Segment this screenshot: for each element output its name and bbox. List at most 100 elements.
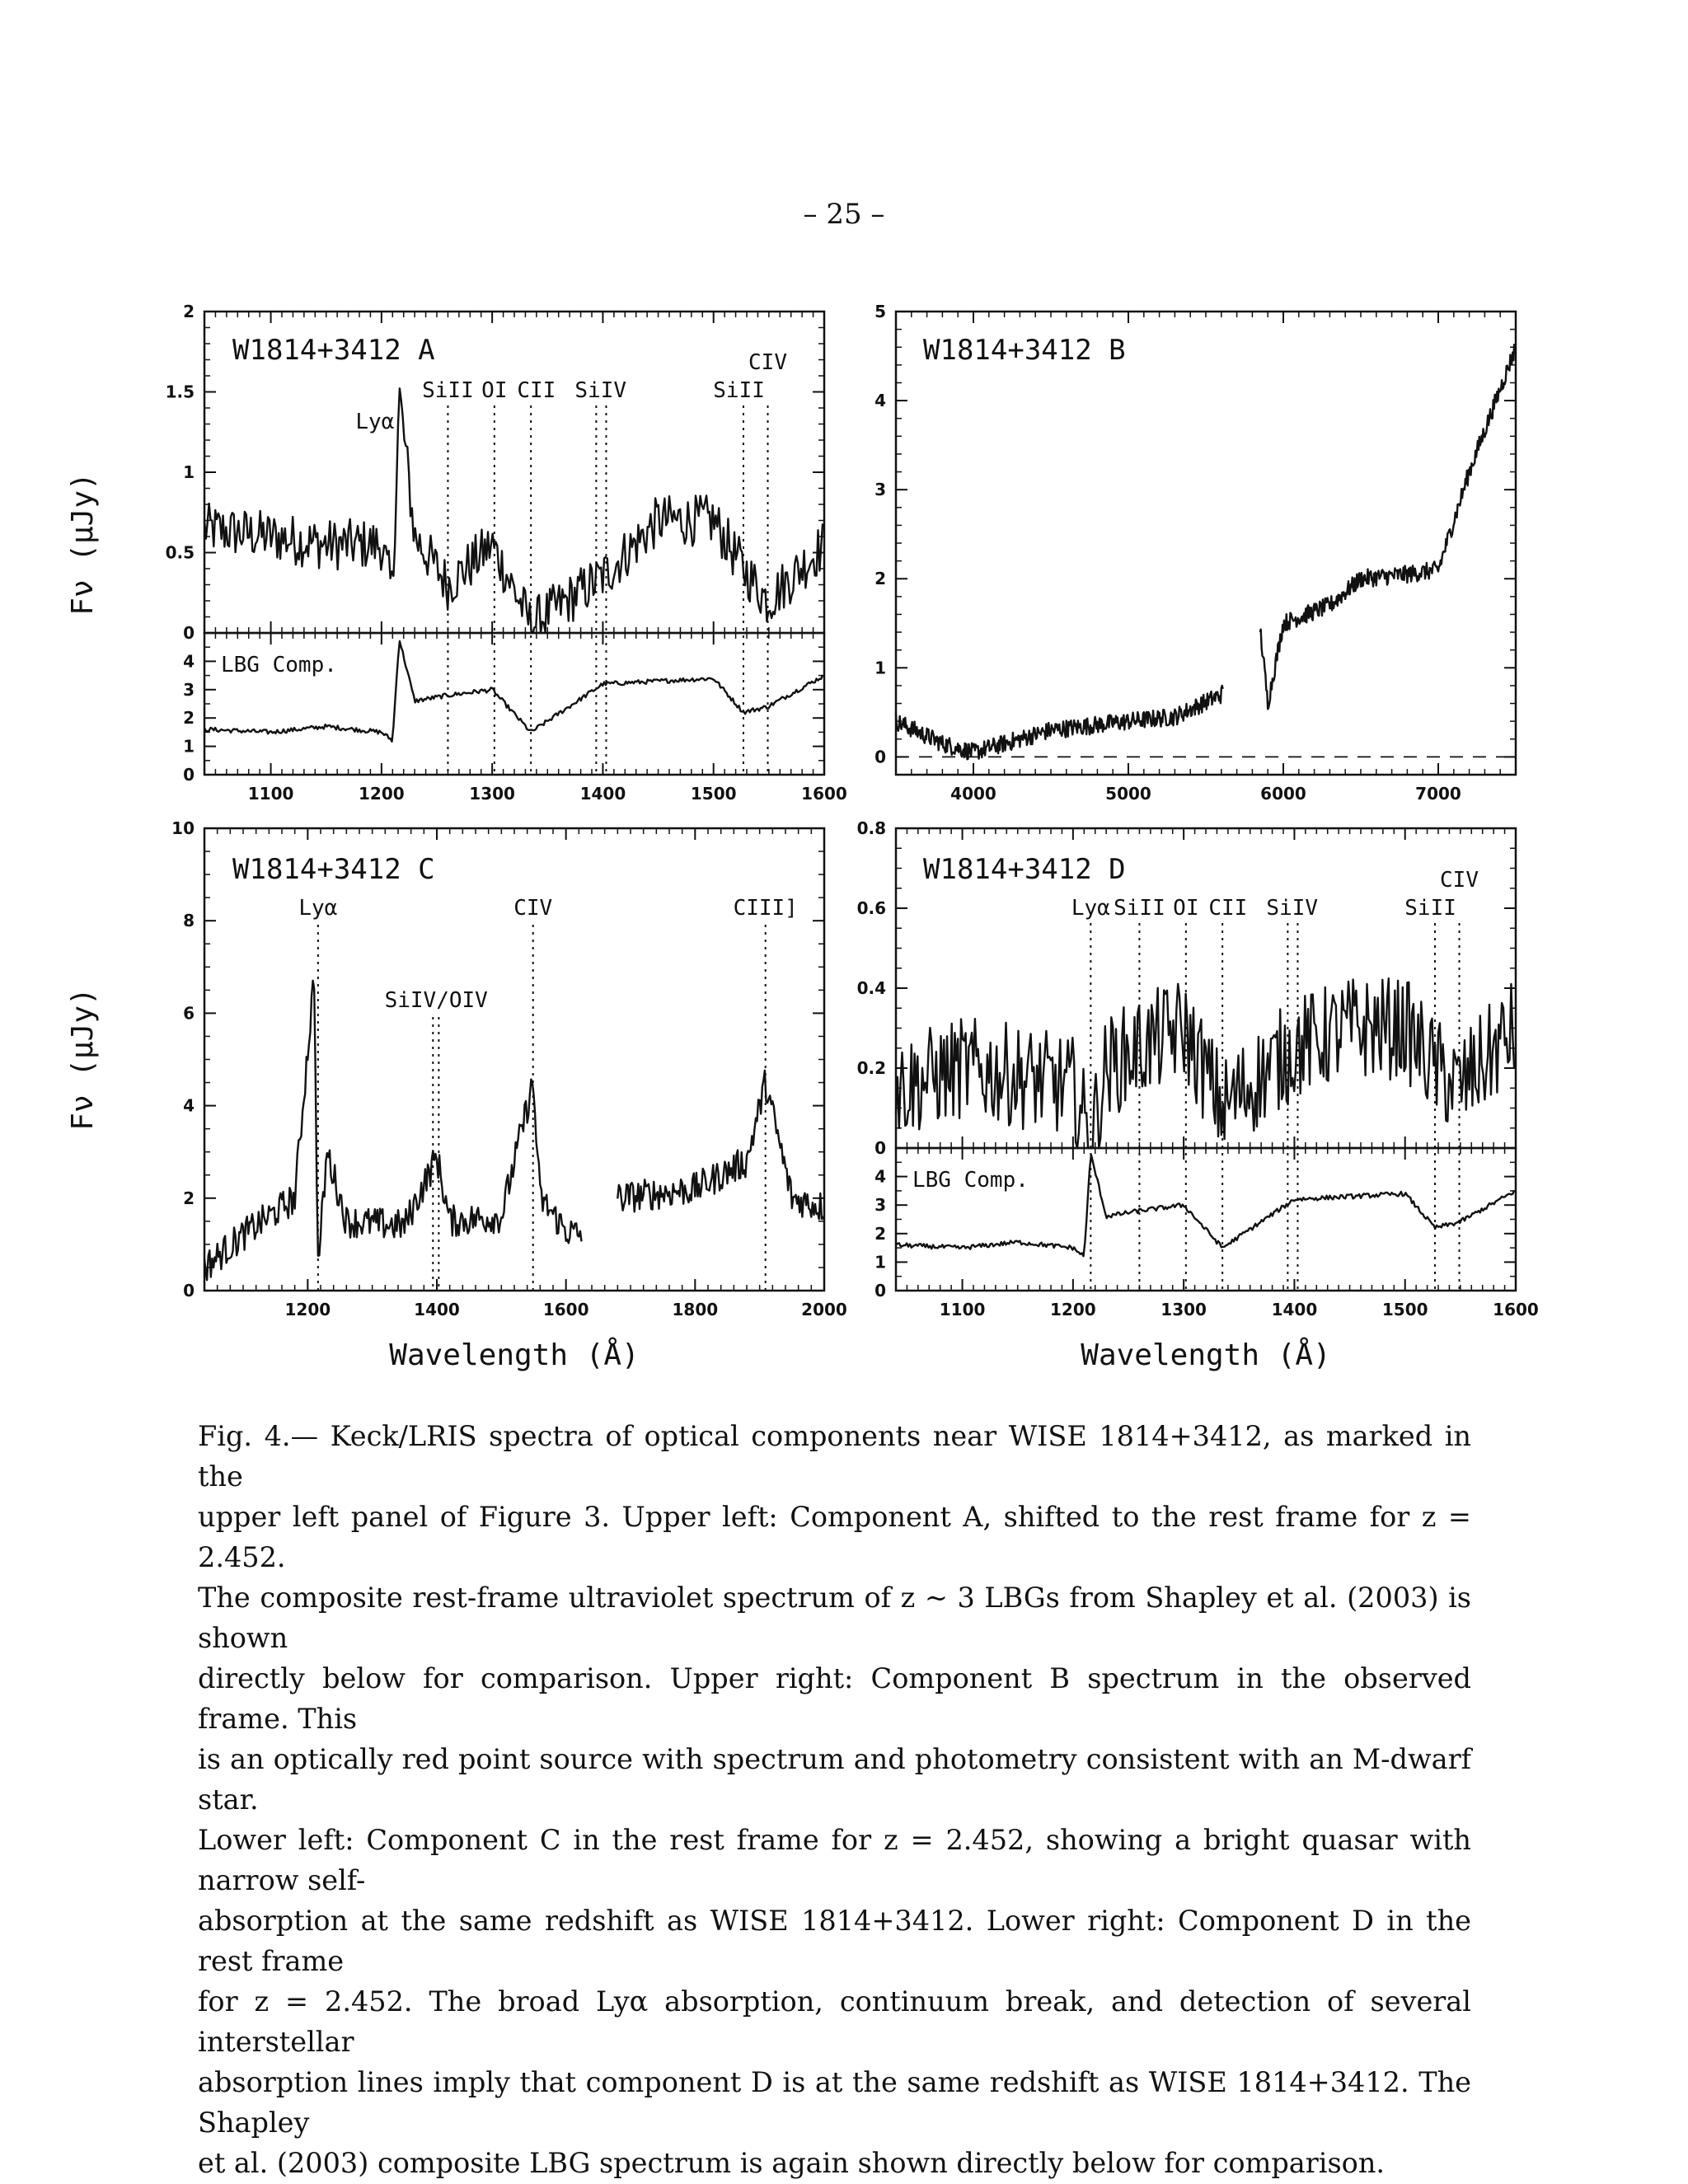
panel-b-main: 4000 5000 6000 7000 0 1 2 3 4 5 W1814+3412 B xyxy=(874,302,1517,804)
line-label-siiv-oiv: SiIV/OIV xyxy=(385,988,488,1013)
caption-line: for z = 2.452. The broad Lyα absorption,… xyxy=(198,1985,1471,2058)
caption-line: is an optically red point source with sp… xyxy=(198,1743,1471,1816)
y-tick-label: 2 xyxy=(874,1224,886,1244)
y-tick-label: 2 xyxy=(183,1188,195,1208)
x-tick-label: 1100 xyxy=(940,1300,986,1319)
panel-title: W1814+3412 C xyxy=(232,853,435,886)
spectrum-c xyxy=(203,979,826,1282)
caption-line: Fig. 4.— Keck/LRIS spectra of optical co… xyxy=(198,1420,1471,1493)
y-tick-label: 4 xyxy=(183,1096,195,1116)
line-label-siiv: SiIV xyxy=(574,378,626,403)
y-tick-label: 8 xyxy=(183,911,195,930)
caption-line: et al. (2003) composite LBG spectrum is … xyxy=(198,2147,1386,2179)
x-tick-label: 1300 xyxy=(1160,1300,1207,1319)
y-tick-label: 1 xyxy=(874,658,886,677)
y-tick-label: 4 xyxy=(874,1167,886,1187)
line-label-civ: CIV xyxy=(748,350,787,375)
x-tick-label: 1600 xyxy=(801,784,847,804)
lbg-label: LBG Comp. xyxy=(221,653,337,677)
line-label-ciii: CIII] xyxy=(734,896,798,921)
panel-title: W1814+3412 B xyxy=(923,334,1126,367)
line-label-siiv: SiIV xyxy=(1266,896,1318,921)
x-tick-label: 1400 xyxy=(414,1300,460,1319)
y-tick-label: 2 xyxy=(874,569,886,588)
line-label-cii: CII xyxy=(517,378,556,403)
x-tick-label: 1300 xyxy=(469,784,515,804)
spectrum-lbg-d xyxy=(895,1154,1516,1258)
spectrum-d xyxy=(894,977,1516,1150)
x-tick-label: 2000 xyxy=(801,1300,847,1319)
x-tick-label: 1200 xyxy=(284,1300,331,1319)
panel-a-lbg: 1100 1200 1300 1400 1500 1600 0 1 2 3 4 LBG Comp. xyxy=(183,631,847,804)
x-tick-label: 1600 xyxy=(1493,1300,1539,1319)
line-label-lya: Lyα xyxy=(298,896,337,921)
y-tick-label: 1.5 xyxy=(166,382,195,402)
panel-d-lbg: 1100 1200 1300 1400 1500 1600 0 1 2 3 4 LBG Comp. xyxy=(874,1146,1539,1319)
line-label-lya: Lyα xyxy=(1071,896,1110,921)
line-label-civ: CIV xyxy=(513,896,552,921)
line-label-oi: OI xyxy=(1173,896,1198,921)
caption-line: absorption at the same redshift as WISE … xyxy=(198,1905,1471,1977)
x-tick-label: 1400 xyxy=(1272,1300,1318,1319)
x-tick-label: 7000 xyxy=(1415,784,1461,804)
y-tick-label: 0.2 xyxy=(857,1058,886,1078)
caption-line: The composite rest-frame ultraviolet spe… xyxy=(198,1582,1471,1654)
panel-title: W1814+3412 A xyxy=(232,334,435,367)
x-tick-label: 1800 xyxy=(672,1300,718,1319)
x-tick-label: 1500 xyxy=(691,784,737,804)
x-tick-label: 1500 xyxy=(1382,1300,1428,1319)
x-tick-label: 1200 xyxy=(359,784,405,804)
y-tick-label: 2 xyxy=(183,302,195,321)
spectrum-lbg-a xyxy=(203,640,824,743)
line-label-cii: CII xyxy=(1208,896,1247,921)
y-tick-label: 0 xyxy=(183,765,195,785)
x-tick-label: 1200 xyxy=(1050,1300,1096,1319)
line-label-civ: CIV xyxy=(1440,868,1479,893)
x-tick-label: 1100 xyxy=(248,784,294,804)
caption-line: upper left panel of Figure 3. Upper left… xyxy=(198,1501,1471,1573)
x-tick-label: 1400 xyxy=(580,784,626,804)
y-tick-label: 0 xyxy=(874,747,886,766)
panel-c-main: 1200 1400 1600 1800 2000 0 2 4 6 8 10 W1814+3412 C L… xyxy=(171,818,847,1319)
y-tick-label: 1 xyxy=(183,737,195,757)
y-tick-label: 3 xyxy=(874,1195,886,1215)
y-tick-label: 0.6 xyxy=(857,898,886,918)
x-axis-title: Wavelength (Å) xyxy=(389,1337,639,1372)
spectrum-a xyxy=(203,387,824,635)
line-label-siii-2: SiII xyxy=(713,378,765,403)
y-tick-label: 4 xyxy=(874,391,886,410)
y-tick-label: 3 xyxy=(874,480,886,499)
panel-title: W1814+3412 D xyxy=(923,853,1126,886)
line-label-siii-2: SiII xyxy=(1404,896,1456,921)
y-tick-label: 0 xyxy=(874,1138,886,1158)
y-tick-label: 1 xyxy=(183,462,195,482)
y-tick-label: 0 xyxy=(874,1281,886,1301)
x-tick-label: 4000 xyxy=(950,784,996,804)
y-tick-label: 0.8 xyxy=(857,818,886,838)
line-label-lya: Lyα xyxy=(355,410,394,434)
x-tick-label: 1600 xyxy=(543,1300,589,1319)
x-tick-label: 5000 xyxy=(1105,784,1151,804)
x-tick-label: 6000 xyxy=(1260,784,1306,804)
line-label-oi: OI xyxy=(481,378,507,403)
caption-line: absorption lines imply that component D … xyxy=(198,2066,1471,2139)
x-axis-title: Wavelength (Å) xyxy=(1081,1337,1330,1372)
figure-caption: Fig. 4.— Keck/LRIS spectra of optical co… xyxy=(198,1416,1471,2183)
y-tick-label: 1 xyxy=(874,1252,886,1272)
line-label-siii: SiII xyxy=(1114,896,1165,921)
caption-line: Lower left: Component C in the rest fram… xyxy=(198,1824,1471,1896)
y-tick-label: 0 xyxy=(183,1281,195,1301)
spectrum-b xyxy=(894,344,1517,761)
panel-a-main: 0 0.5 1 1.5 2 W1814+3412 A Lyα SiII OI CII SiIV SiI… xyxy=(166,302,826,775)
y-axis-title: Fν (μJy) xyxy=(66,987,100,1130)
line-label-siii: SiII xyxy=(422,378,474,403)
page-number: – 25 – xyxy=(803,198,885,231)
y-tick-label: 2 xyxy=(183,708,195,728)
lbg-label: LBG Comp. xyxy=(912,1168,1029,1193)
y-tick-label: 3 xyxy=(183,680,195,700)
y-tick-label: 0 xyxy=(183,623,195,643)
